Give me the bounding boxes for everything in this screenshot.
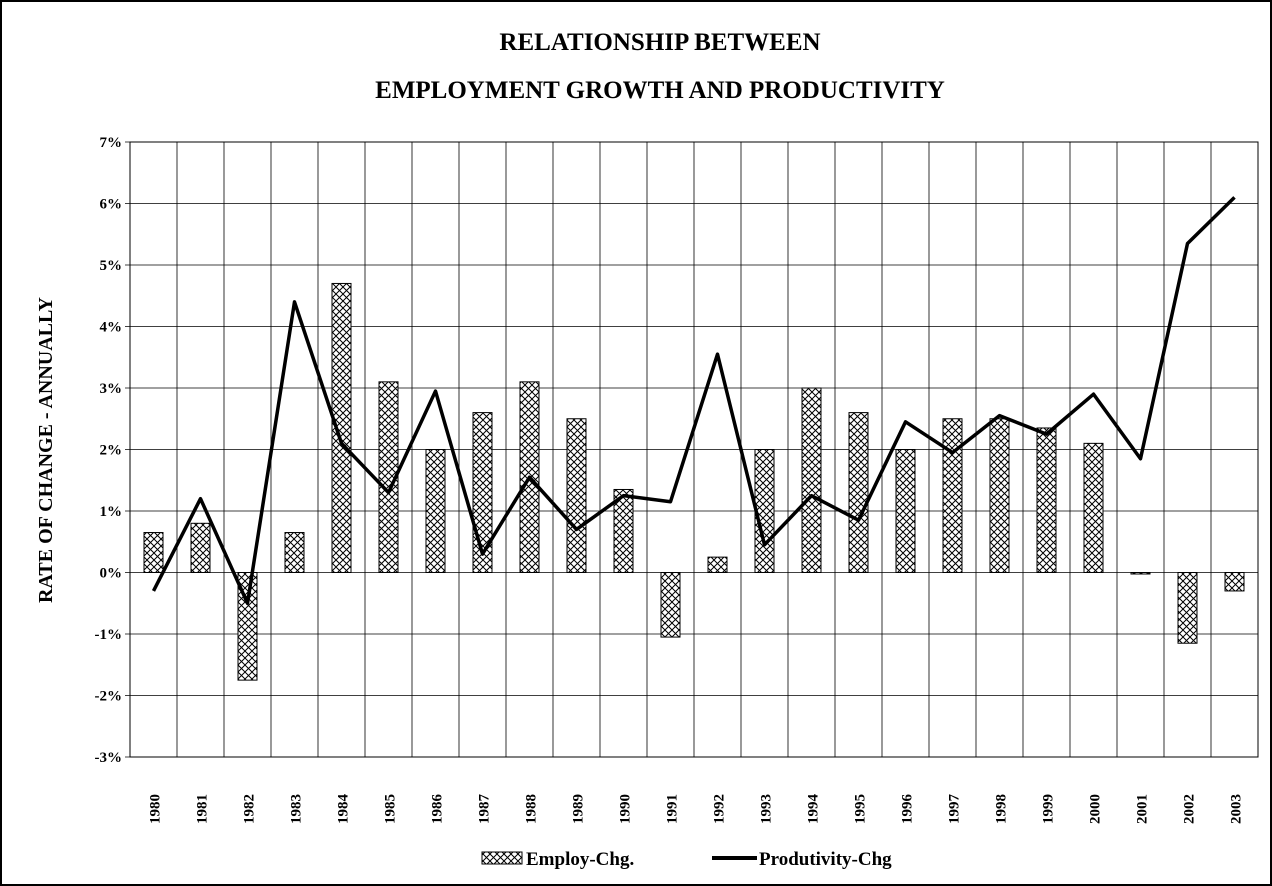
y-tick-label: 7% bbox=[100, 135, 123, 151]
bar bbox=[801, 387, 822, 573]
x-tick-label: 1985 bbox=[383, 794, 399, 824]
x-tick-label: 1982 bbox=[242, 794, 258, 824]
bar bbox=[566, 418, 587, 573]
bar bbox=[660, 572, 681, 638]
y-tick-label: -3% bbox=[95, 750, 123, 766]
y-tick-label: 5% bbox=[100, 258, 123, 274]
bar bbox=[1224, 572, 1245, 592]
x-tick-label: 2002 bbox=[1182, 794, 1198, 824]
y-tick-label: 0% bbox=[100, 566, 123, 582]
x-tick-label: 1998 bbox=[994, 794, 1010, 824]
y-tick-label: 3% bbox=[100, 381, 123, 397]
x-tick-label: 1994 bbox=[806, 794, 822, 825]
bar bbox=[942, 418, 963, 573]
y-tick-label: 4% bbox=[100, 320, 123, 336]
y-tick-label: 6% bbox=[100, 197, 123, 213]
bar bbox=[1177, 572, 1198, 644]
x-tick-label: 1984 bbox=[336, 794, 352, 825]
y-axis-label: RATE OF CHANGE - ANNUALLY bbox=[35, 296, 57, 603]
x-tick-label: 1997 bbox=[947, 794, 963, 825]
bar bbox=[143, 532, 164, 574]
chart-title: RELATIONSHIP BETWEEN bbox=[499, 29, 820, 56]
bar bbox=[1130, 572, 1151, 575]
bar bbox=[1036, 427, 1057, 573]
x-tick-label: 1988 bbox=[524, 794, 540, 824]
x-tick-label: 1995 bbox=[853, 794, 869, 824]
bar bbox=[331, 282, 352, 573]
x-tick-label: 1990 bbox=[618, 794, 634, 824]
x-tick-label: 1986 bbox=[430, 794, 446, 825]
bar bbox=[190, 522, 211, 573]
x-tick-label: 1991 bbox=[665, 794, 681, 824]
bar bbox=[1083, 442, 1104, 573]
bar bbox=[237, 572, 258, 681]
x-tick-label: 1992 bbox=[712, 794, 728, 824]
y-tick-label: -2% bbox=[95, 689, 123, 705]
legend-label: Employ-Chg. bbox=[526, 849, 634, 870]
x-tick-label: 1983 bbox=[289, 794, 305, 824]
y-tick-label: -1% bbox=[95, 627, 123, 643]
bar bbox=[707, 556, 728, 573]
x-tick-label: 2000 bbox=[1088, 794, 1104, 824]
x-tick-label: 1981 bbox=[195, 794, 211, 824]
x-tick-label: 1987 bbox=[477, 794, 493, 825]
x-tick-label: 1996 bbox=[900, 794, 916, 825]
y-tick-label: 1% bbox=[100, 504, 123, 520]
x-tick-label: 1989 bbox=[571, 794, 587, 824]
y-tick-label: 2% bbox=[100, 443, 123, 459]
bar bbox=[425, 449, 446, 573]
chart-title: EMPLOYMENT GROWTH AND PRODUCTIVITY bbox=[375, 77, 945, 104]
line bbox=[151, 196, 1236, 605]
legend-swatch bbox=[481, 851, 523, 865]
x-tick-label: 2001 bbox=[1135, 794, 1151, 824]
x-tick-label: 1999 bbox=[1041, 794, 1057, 824]
bar bbox=[378, 381, 399, 573]
bar bbox=[848, 412, 869, 573]
bar bbox=[284, 532, 305, 574]
x-tick-label: 1993 bbox=[759, 794, 775, 824]
bar bbox=[895, 449, 916, 573]
legend-label: Produtivity-Chg bbox=[759, 849, 892, 870]
bar bbox=[613, 488, 634, 574]
x-tick-label: 2003 bbox=[1229, 794, 1245, 824]
bar bbox=[989, 418, 1010, 573]
x-tick-label: 1980 bbox=[148, 794, 164, 824]
